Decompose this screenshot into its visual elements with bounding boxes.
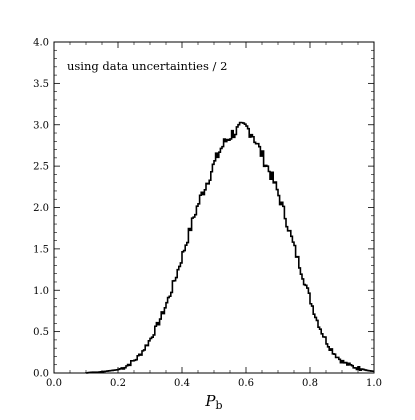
y-tick-label: 0.0 xyxy=(33,369,49,380)
plot-frame xyxy=(53,41,375,374)
y-tick-label: 2.5 xyxy=(33,162,49,173)
histogram-step-line xyxy=(85,121,374,374)
x-axis-label: Pb xyxy=(204,392,222,412)
annotation-text: using data uncertainties / 2 xyxy=(67,59,227,73)
y-tick-label: 3.5 xyxy=(33,79,49,90)
x-axis-label-main: P xyxy=(204,392,216,410)
x-tick-label: 0.4 xyxy=(174,378,190,389)
y-tick-label: 3.0 xyxy=(33,120,49,131)
x-axis-label-subscript: b xyxy=(216,399,223,412)
y-tick-label: 0.5 xyxy=(33,327,49,338)
x-tick-label: 0.2 xyxy=(110,378,126,389)
x-tick-label: 0.0 xyxy=(46,378,62,389)
y-tick-label: 2.0 xyxy=(33,203,49,214)
x-tick-label: 1.0 xyxy=(366,378,382,389)
y-tick-label: 4.0 xyxy=(33,38,49,49)
y-tick-label: 1.0 xyxy=(33,286,49,297)
x-tick-label: 0.8 xyxy=(302,378,318,389)
ticks-layer: 0.0 0.2 0.4 0.6 0.8 1.0 0.0 0.5 1.0 1.5 2.0 2.5 3.0 3… xyxy=(33,38,382,390)
x-tick-label: 0.6 xyxy=(238,378,254,389)
y-tick-label: 1.5 xyxy=(33,244,49,255)
